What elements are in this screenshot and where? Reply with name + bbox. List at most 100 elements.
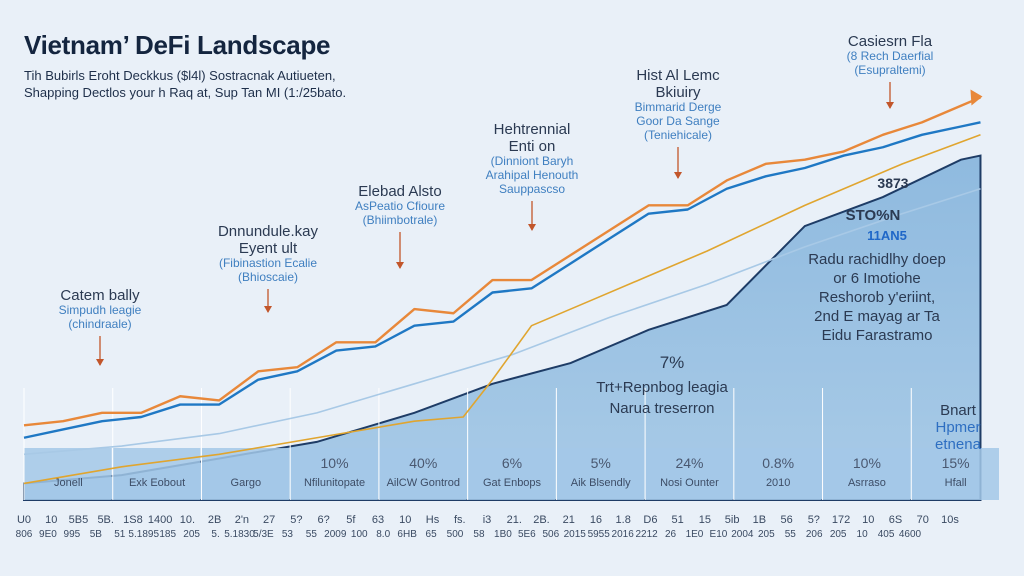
x-tick-label-top: D6: [643, 514, 657, 526]
x-tick-label-top: 21: [563, 514, 575, 526]
bottom-bar: [201, 448, 290, 500]
x-tick-label-bottom: 185: [159, 529, 176, 540]
down-arrow-icon: [674, 172, 682, 179]
bottom-bar: [733, 448, 822, 500]
x-tick-label-top: 51: [672, 514, 684, 526]
x-tick-label-top: 5?: [808, 514, 820, 526]
x-tick-label-bottom: 2212: [635, 529, 658, 540]
x-tick-label-bottom: 506: [542, 529, 559, 540]
x-tick-label-bottom: 51: [114, 529, 126, 540]
down-arrow-icon: [396, 262, 404, 269]
x-tick-label-bottom: 55: [306, 529, 318, 540]
trend-arrow-icon: [970, 89, 983, 106]
right-panel-line: 2nd E mayag ar Ta: [814, 308, 940, 325]
x-tick-label-bottom: 8.0: [376, 529, 390, 540]
x-tick-label-bottom: 65: [426, 529, 438, 540]
bar-pct-label: 10%: [853, 455, 881, 471]
x-tick-label-bottom: 500: [447, 529, 464, 540]
x-tick-label-top: 5ib: [725, 514, 740, 526]
down-arrow-icon: [886, 102, 894, 109]
x-tick-label-bottom: 5.: [211, 529, 219, 540]
x-tick-label-top: i3: [483, 514, 492, 526]
bar-category-label: 2010: [766, 477, 790, 489]
annotation-subtext: Sauppascso: [499, 182, 565, 196]
center-pct: 7%: [660, 353, 685, 372]
bottom-bar: [112, 448, 201, 500]
x-tick-label-top: 2B.: [533, 514, 550, 526]
x-tick-label-bottom: 10: [857, 529, 869, 540]
annotation: Casiesrn Fla(8 Rech Daerfial(Esupraltemi…: [847, 33, 933, 109]
x-tick-label-bottom: 53: [282, 529, 294, 540]
bar-category-label: Gat Enbops: [483, 477, 542, 489]
bar-category-label: Aik Blsendly: [571, 477, 631, 489]
bar-category-label: Jonell: [54, 477, 83, 489]
bar-pct-label: 10%: [321, 455, 349, 471]
x-tick-label-top: 2'n: [235, 514, 249, 526]
x-tick-label-bottom: 405: [878, 529, 895, 540]
x-tick-label-top: 10: [399, 514, 411, 526]
x-tick-label-top: 27: [263, 514, 275, 526]
x-tick-label-top: fs.: [454, 514, 466, 526]
bar-pct-label: 15%: [942, 455, 970, 471]
right-value-1: 3873: [877, 175, 908, 191]
bar-category-label: Gargo: [231, 477, 262, 489]
series-line-gold-line: [23, 134, 981, 485]
bar-category-label: Hfall: [945, 477, 967, 489]
bar-category-label: AilCW Gontrod: [387, 477, 460, 489]
annotation-title: Hist Al Lemc: [636, 67, 720, 84]
bar-pct-label: 5%: [591, 455, 611, 471]
bottom-bar: [911, 448, 999, 500]
center-line-2: Narua treserron: [609, 400, 714, 417]
right-panel-line: Eidu Farastramo: [822, 327, 933, 344]
x-tick-label-top: 70: [917, 514, 929, 526]
x-tick-label-bottom: 806: [16, 529, 33, 540]
x-tick-label-bottom: 5.1895: [128, 529, 159, 540]
center-line-1: Trt+Repnbog leagia: [596, 379, 728, 396]
x-tick-label-top: 5?: [290, 514, 302, 526]
x-tick-label-bottom: 55: [785, 529, 797, 540]
x-tick-label-bottom: 4600: [899, 529, 922, 540]
bottom-bar: [290, 448, 378, 500]
right-panel-line: Reshorob y'eriint,: [819, 289, 935, 306]
down-arrow-icon: [528, 224, 536, 231]
x-tick-label-bottom: 995: [64, 529, 81, 540]
bar-pct-label: 40%: [409, 455, 437, 471]
annotation-subtext: (chindraale): [68, 317, 131, 331]
annotation-subtext: (Dinniont Baryh: [491, 154, 574, 168]
down-arrow-icon: [264, 306, 272, 313]
x-tick-label-bottom: 5.1830: [224, 529, 255, 540]
annotation-subtext: Bimmarid Derge: [635, 100, 722, 114]
annotation-subtext: Arahipal Henouth: [486, 168, 579, 182]
x-tick-label-bottom: 26: [665, 529, 677, 540]
annotation-subtext: (Teniehicale): [644, 128, 712, 142]
bar-category-label: Nfilunitopate: [304, 477, 365, 489]
corner-text-line: etnena: [935, 436, 982, 453]
x-tick-label-top: 63: [372, 514, 384, 526]
x-tick-label-bottom: 1E0: [686, 529, 704, 540]
x-tick-label-top: 5B5: [69, 514, 89, 526]
x-tick-label-bottom: 5/3E: [253, 529, 274, 540]
bottom-bar: [556, 448, 645, 500]
bar-category-label: Exk Eobout: [129, 477, 185, 489]
bottom-bar: [822, 448, 911, 500]
annotation-subtext: (Bhioscaie): [238, 270, 298, 284]
x-tick-label-top: 15: [699, 514, 711, 526]
right-value-3: 11AN5: [867, 228, 907, 243]
x-tick-label-top: 1S8: [123, 514, 143, 526]
x-tick-label-top: 10s: [941, 514, 959, 526]
bar-pct-label: 0.8%: [762, 455, 794, 471]
annotation-title-2: Enti on: [509, 138, 556, 155]
right-panel-line: Radu rachidlhy doep: [808, 251, 946, 268]
x-tick-label-bottom: 1B0: [494, 529, 512, 540]
annotation-subtext: (Esupraltemi): [854, 63, 925, 77]
x-tick-label-bottom: 100: [351, 529, 368, 540]
page-title: Vietnam’ DeFi Landscape: [24, 30, 331, 60]
x-tick-label-bottom: 58: [473, 529, 485, 540]
x-tick-label-bottom: 205: [758, 529, 775, 540]
series-line-orange-trend: [23, 96, 981, 427]
x-tick-label-top: 16: [590, 514, 602, 526]
